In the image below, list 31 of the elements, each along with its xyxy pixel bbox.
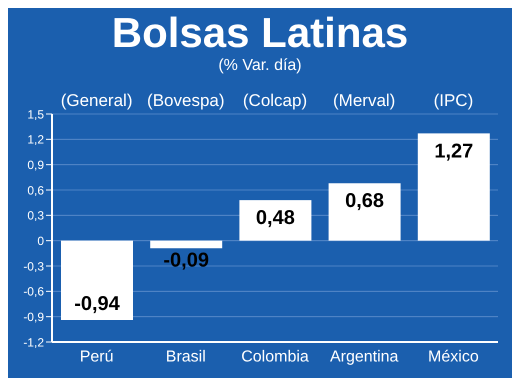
data-label: -0,09 bbox=[163, 249, 209, 272]
data-label: 1,27 bbox=[434, 140, 474, 162]
y-tick-label: -0,9 bbox=[23, 310, 44, 324]
bar bbox=[61, 240, 133, 320]
text: (IPC) bbox=[434, 91, 474, 110]
text: (Colcap) bbox=[242, 91, 308, 110]
text: (Merval) bbox=[333, 91, 396, 110]
y-tick-label: 0,3 bbox=[27, 208, 44, 223]
y-tick-label: 0 bbox=[37, 234, 44, 248]
text: (General) bbox=[60, 91, 133, 110]
x-tick-label: México bbox=[428, 348, 479, 366]
x-tick-label: Colombia bbox=[241, 348, 309, 366]
y-tick-label: 1,2 bbox=[27, 132, 44, 147]
y-tick-label: 0,6 bbox=[27, 183, 44, 198]
x-tick-label: Argentina bbox=[330, 348, 399, 366]
data-label: 0,68 bbox=[345, 190, 384, 212]
data-label: -0,94 bbox=[74, 293, 121, 316]
y-tick-label: -1,2 bbox=[23, 335, 44, 350]
y-tick-label: -0,6 bbox=[23, 284, 44, 299]
x-tick-label: Perú bbox=[80, 348, 114, 366]
text: (Bovespa) bbox=[147, 91, 225, 110]
bar bbox=[328, 183, 401, 241]
y-tick-label: 0,9 bbox=[27, 158, 44, 172]
x-tick-label: Brasil bbox=[166, 348, 206, 366]
bar bbox=[418, 133, 490, 241]
data-label: 0,48 bbox=[256, 207, 295, 230]
chart-subtitle: (% Var. día) bbox=[217, 56, 303, 76]
y-tick-label: 1,5 bbox=[27, 107, 44, 122]
y-tick-label: -0,3 bbox=[23, 259, 44, 274]
chart-title: Bolsas Latinas bbox=[110, 8, 410, 56]
bar bbox=[150, 240, 222, 248]
